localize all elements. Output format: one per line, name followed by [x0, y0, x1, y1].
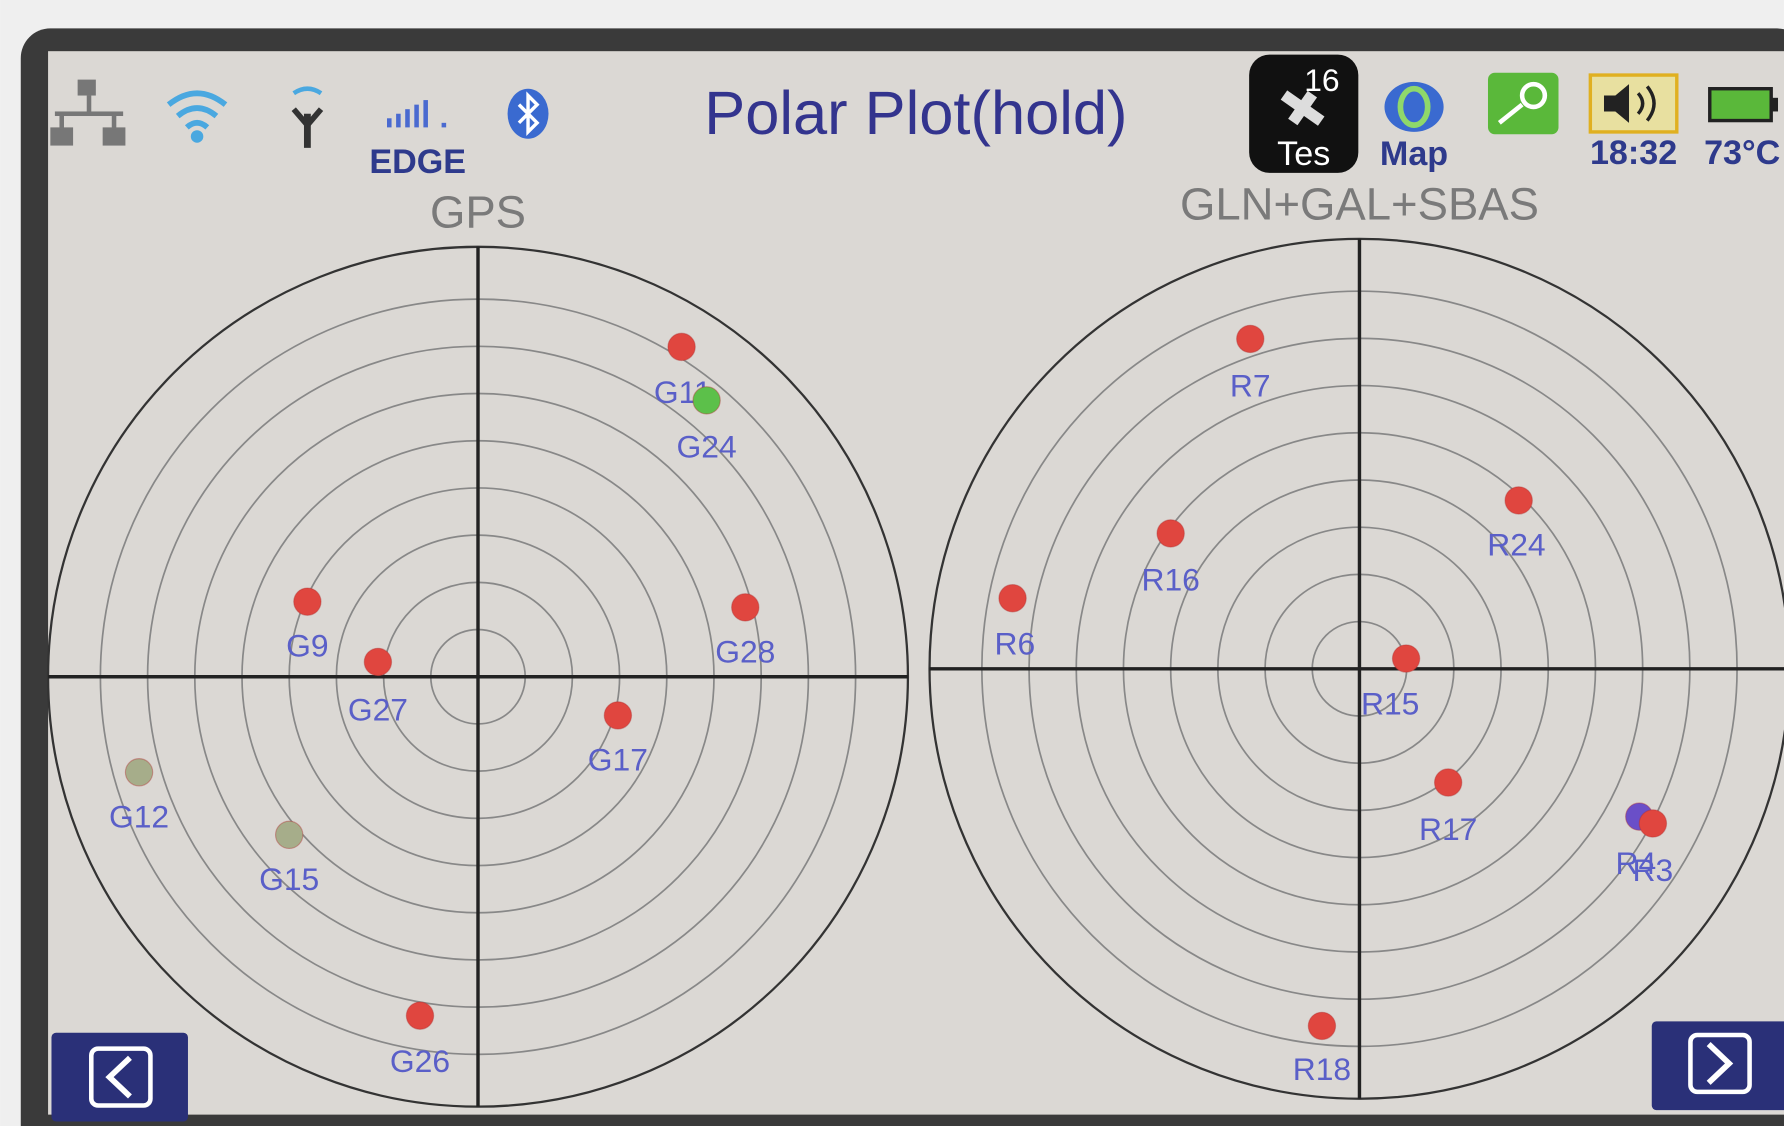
settings-button[interactable]: [1487, 72, 1559, 135]
satellite-dot: [1504, 486, 1533, 515]
satellite-label: G26: [390, 1043, 450, 1079]
satellite-dot: [363, 647, 393, 677]
satellite-dot: [731, 593, 760, 622]
antenna-icon: [291, 86, 324, 148]
bluetooth-icon: [507, 88, 549, 139]
satellite-label: G28: [715, 633, 775, 669]
map-button[interactable]: Map: [1380, 81, 1448, 173]
plot-title: GPS: [430, 186, 526, 237]
wifi-icon: [166, 90, 228, 143]
satellite-dot: [1156, 519, 1185, 548]
satellite-label: R18: [1293, 1051, 1351, 1087]
satellite-dot: [1307, 1011, 1337, 1041]
satellite-label: G15: [259, 861, 319, 897]
test-label: Tes: [1277, 135, 1330, 173]
satellite-label: G9: [286, 628, 328, 664]
satellite-dot: [1391, 644, 1421, 673]
prev-button[interactable]: [51, 1032, 188, 1122]
satellite-count: 16: [1304, 62, 1339, 98]
satellite-label: R16: [1141, 562, 1199, 598]
satellite-dot: [603, 701, 633, 730]
satellite-label: G27: [348, 691, 408, 727]
satellite-dot: [405, 1001, 435, 1030]
satellite-dot: [998, 584, 1027, 613]
screen-title: Polar Plot(hold): [704, 79, 1127, 148]
satellite-label: G12: [109, 798, 169, 834]
network-type: EDGE: [369, 143, 466, 181]
next-button[interactable]: [1651, 1021, 1784, 1111]
satellite-dot: [1236, 324, 1265, 354]
display: [48, 51, 1784, 1115]
satellite-label: R3: [1633, 852, 1674, 888]
satellite-label: R7: [1230, 367, 1271, 403]
satellite-label: R17: [1419, 811, 1477, 847]
satellite-dot: [1433, 768, 1463, 797]
satellite-label: R15: [1361, 686, 1419, 722]
satellite-label: G24: [677, 429, 737, 465]
satellite-dot: [274, 820, 304, 850]
battery-icon: [1708, 87, 1779, 123]
satellite-label: R4: [1615, 845, 1656, 881]
satellite-label: R6: [994, 625, 1035, 661]
satellite-dot: [667, 332, 696, 362]
satellite-dot: [293, 587, 322, 616]
satellite-dot: [692, 386, 721, 415]
test-button[interactable]: 16 Tes: [1249, 54, 1359, 173]
clock: 18:32: [1590, 134, 1677, 172]
network-icon: [50, 79, 126, 146]
satellite-dot: [124, 758, 154, 787]
signal-bars-icon: [387, 100, 447, 128]
satellite-label: G17: [588, 741, 648, 777]
satellite-dot: [1638, 809, 1668, 838]
volume-button[interactable]: [1588, 73, 1679, 134]
map-label: Map: [1380, 135, 1448, 173]
temperature: 73°C: [1704, 134, 1780, 172]
satellite-label: R24: [1487, 526, 1545, 562]
plot-title: GLN+GAL+SBAS: [1180, 179, 1539, 230]
